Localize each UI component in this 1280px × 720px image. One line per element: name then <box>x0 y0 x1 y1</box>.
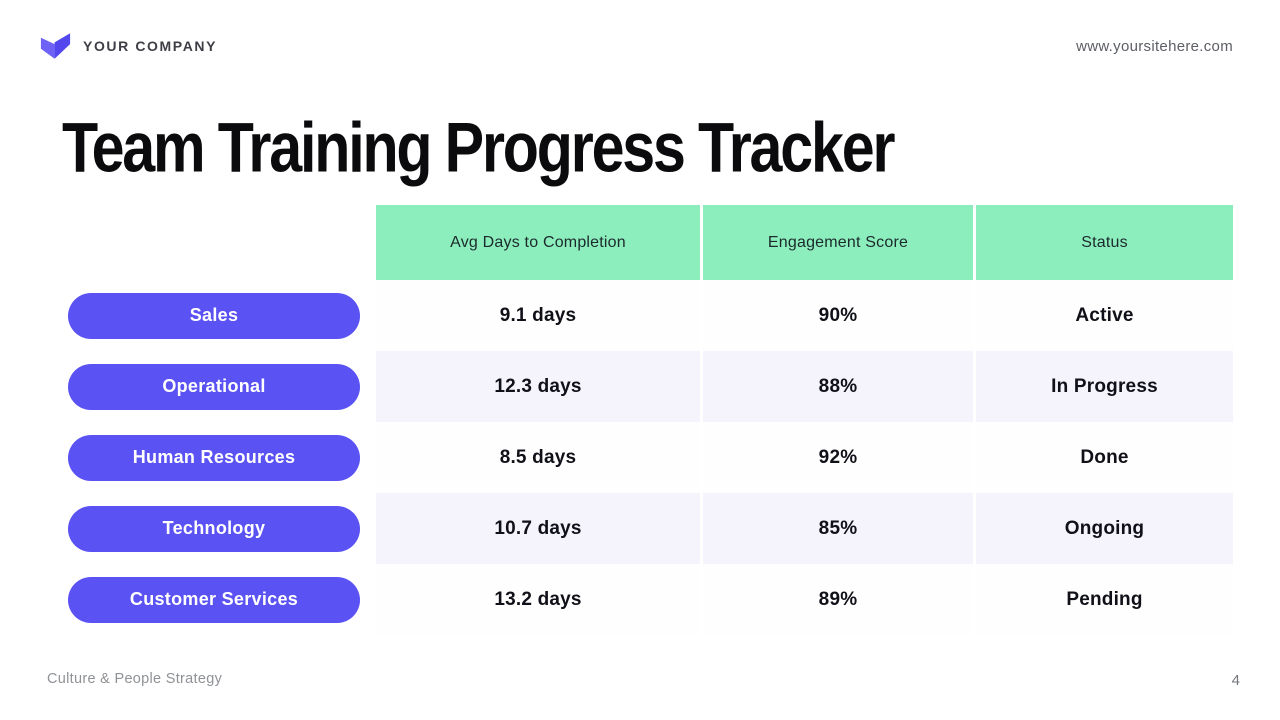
page-title: Team Training Progress Tracker <box>62 107 895 187</box>
pill-slot: Technology <box>68 493 360 564</box>
cell-status: Ongoing <box>976 493 1233 564</box>
company-logo-icon <box>40 32 71 60</box>
cell-days: 12.3 days <box>376 351 700 422</box>
pill-slot: Customer Services <box>68 564 360 635</box>
brand: YOUR COMPANY <box>40 32 217 60</box>
cell-status: Pending <box>976 564 1233 635</box>
row-label-column: Sales Operational Human Resources Techno… <box>68 280 360 635</box>
company-name: YOUR COMPANY <box>83 38 218 54</box>
row-pill-operational[interactable]: Operational <box>68 363 360 410</box>
cell-status: Done <box>976 422 1233 493</box>
footer-note: Culture & People Strategy <box>47 671 223 687</box>
cell-days: 8.5 days <box>376 422 700 493</box>
cell-score: 90% <box>703 280 973 351</box>
cell-days: 10.7 days <box>376 493 700 564</box>
pill-slot: Sales <box>68 280 360 351</box>
cell-score: 88% <box>703 351 973 422</box>
row-pill-sales[interactable]: Sales <box>68 292 360 339</box>
pill-slot: Operational <box>68 351 360 422</box>
page-number: 4 <box>1231 672 1240 689</box>
progress-table: Avg Days to Completion Engagement Score … <box>376 205 1233 635</box>
cell-score: 92% <box>703 422 973 493</box>
top-bar: YOUR COMPANY www.yoursitehere.com <box>40 30 1233 62</box>
cell-status: Active <box>976 280 1233 351</box>
website-link[interactable]: www.yoursitehere.com <box>1076 37 1233 55</box>
column-header-status: Status <box>976 205 1233 280</box>
cell-status: In Progress <box>976 351 1233 422</box>
row-pill-customer-services[interactable]: Customer Services <box>68 576 360 623</box>
pill-slot: Human Resources <box>68 422 360 493</box>
cell-days: 9.1 days <box>376 280 700 351</box>
column-header-engagement-score: Engagement Score <box>703 205 973 280</box>
column-header-avg-days: Avg Days to Completion <box>376 205 700 280</box>
cell-score: 89% <box>703 564 973 635</box>
row-pill-technology[interactable]: Technology <box>68 505 360 552</box>
cell-score: 85% <box>703 493 973 564</box>
row-pill-human-resources[interactable]: Human Resources <box>68 434 360 481</box>
cell-days: 13.2 days <box>376 564 700 635</box>
